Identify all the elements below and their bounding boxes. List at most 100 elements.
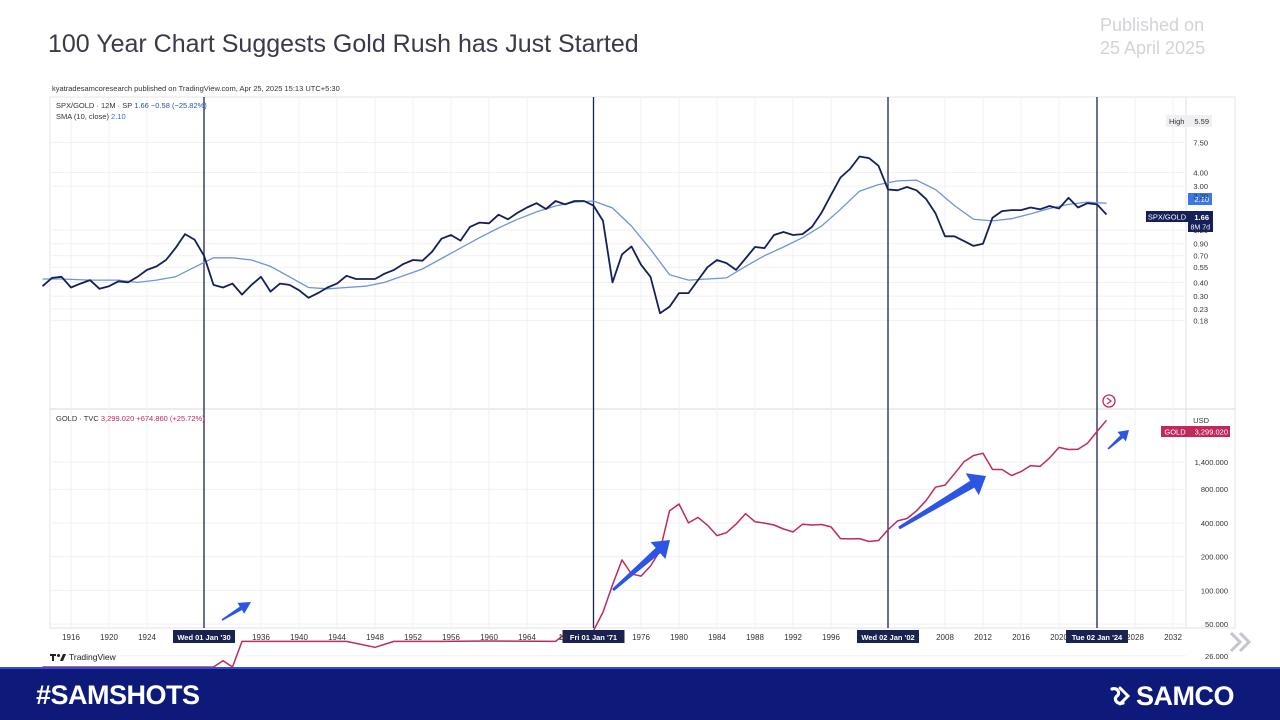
footer-bar <box>0 669 1280 720</box>
x-tick-label: 2012 <box>974 633 992 642</box>
samco-logo-icon <box>1110 686 1131 706</box>
date-marker-label: Wed 02 Jan '02 <box>861 633 914 642</box>
replay-icon-glyph <box>1106 397 1112 405</box>
ratio-price-badge <box>1188 211 1213 232</box>
sma-line <box>42 179 1107 290</box>
x-tick-label: 1984 <box>708 633 726 642</box>
x-tick-label: 1920 <box>100 633 118 642</box>
date-marker-badge <box>1066 630 1128 643</box>
gold-legend: GOLD · TVC 3,299.020 +674.860 (+25.72%) <box>56 414 205 423</box>
trend-arrow-annotation <box>221 602 251 621</box>
tradingview-logo-icon <box>50 653 66 661</box>
x-tick-label: 1996 <box>822 633 840 642</box>
x-tick-label: 2016 <box>1012 633 1030 642</box>
ratio-name-badge <box>1146 211 1188 222</box>
date-marker-label: Tue 02 Jan '24 <box>1072 633 1123 642</box>
ratio-name-badge-label: SPX/GOLD <box>1148 213 1187 222</box>
x-tick-label: 2008 <box>936 633 954 642</box>
spx-gold-ratio-line <box>41 155 1108 315</box>
x-tick-label: 1980 <box>670 633 688 642</box>
x-tick-label: 1944 <box>328 633 346 642</box>
high-badge-value: 5.59 <box>1194 117 1209 126</box>
y-tick-label: 100.000 <box>1201 586 1228 595</box>
tradingview-chart[interactable]: Wed 01 Jan '30 Fri 01 Jan '71 Wed 02 Jan '… <box>0 0 1280 668</box>
y-tick-label: 1,400.000 <box>1195 458 1228 467</box>
date-marker-label: Fri 01 Jan '71 <box>570 633 617 642</box>
trend-arrow-annotation <box>1107 430 1129 450</box>
samco-logo: SAMCO <box>1108 680 1235 711</box>
date-marker-badge <box>173 630 235 643</box>
ratio-legend: SPX/GOLD · 12M · SP 1.66 −0.58 (−25.82%) <box>56 101 207 110</box>
x-tick-label: 2020 <box>1050 633 1068 642</box>
y-tick-label: 3.00 <box>1193 182 1208 191</box>
sma-price-badge-value: 2.10 <box>1194 195 1209 204</box>
next-slide-icon[interactable] <box>1228 630 1254 659</box>
tradingview-logo-label: TradingView <box>69 652 116 662</box>
sma-legend: SMA (10, close) 2.10 <box>56 112 126 121</box>
gold-legend-name: GOLD · TVC <box>56 414 101 423</box>
x-tick-label: 1924 <box>138 633 156 642</box>
x-tick-label: 1956 <box>442 633 460 642</box>
y-tick-label: 0.70 <box>1193 252 1208 261</box>
y-tick-label: 200.000 <box>1201 553 1228 562</box>
ratio-price-badge-value: 1.66 <box>1194 213 1209 222</box>
date-marker-label: Wed 01 Jan '30 <box>177 633 230 642</box>
chart-attribution: kyatradesamcoresearch published on Tradi… <box>52 84 340 93</box>
gold-price-badge-value: 3,299.020 <box>1195 428 1228 437</box>
y-tick-label: 800.000 <box>1201 485 1228 494</box>
x-tick-label: 1960 <box>480 633 498 642</box>
y-tick-label: 7.50 <box>1193 138 1208 147</box>
x-tick-label: 1916 <box>62 633 80 642</box>
trend-arrow-annotation <box>612 540 670 592</box>
published-label: Published on <box>1100 15 1205 35</box>
y-tick-label: 0.55 <box>1193 263 1208 272</box>
page-title: 100 Year Chart Suggests Gold Rush has Ju… <box>48 30 639 58</box>
price-unit-label: USD <box>1193 416 1209 425</box>
footer-stripe <box>0 667 1280 669</box>
trend-arrow-annotation <box>898 473 986 530</box>
sma-legend-name: SMA (10, close) <box>56 112 111 121</box>
high-badge <box>1166 115 1212 127</box>
tradingview-logo: TradingView <box>50 652 116 662</box>
x-tick-label: 2028 <box>1126 633 1144 642</box>
y-tick-label: 1.20 <box>1193 226 1208 235</box>
y-tick-label: 0.30 <box>1193 292 1208 301</box>
y-tick-label: 2.20 <box>1193 192 1208 201</box>
y-tick-label: 400.000 <box>1201 519 1228 528</box>
y-tick-label: 0.40 <box>1193 278 1208 287</box>
sma-price-badge <box>1188 193 1212 205</box>
x-tick-label: 1936 <box>252 633 270 642</box>
y-tick-label: 0.23 <box>1193 305 1208 314</box>
gold-price-line <box>42 419 1108 668</box>
gold-name-badge-label: GOLD <box>1164 428 1186 437</box>
y-tick-label: 26.000 <box>1205 652 1228 661</box>
gold-price-badge <box>1189 426 1230 437</box>
ratio-price-badge-time: 8M 7d <box>1191 225 1211 232</box>
x-tick-label: 1948 <box>366 633 384 642</box>
x-tick-label: 1964 <box>518 633 536 642</box>
gold-legend-value: 3,299.020 +674.860 (+25.72%) <box>101 414 205 423</box>
y-tick-label: 50.000 <box>1205 620 1228 629</box>
samco-logo-text: SAMCO <box>1136 680 1235 711</box>
x-tick-label: 1992 <box>784 633 802 642</box>
x-tick-label: 1940 <box>290 633 308 642</box>
x-tick-label: 19 <box>559 633 568 642</box>
y-tick-label: 4.00 <box>1193 168 1208 177</box>
sma-legend-value: 2.10 <box>111 112 126 121</box>
y-tick-label: 0.90 <box>1193 240 1208 249</box>
ratio-legend-value: 1.66 −0.58 (−25.82%) <box>134 101 207 110</box>
ratio-legend-name: SPX/GOLD · 12M · SP <box>56 101 134 110</box>
date-marker-badge <box>857 630 919 643</box>
x-tick-label: 1976 <box>632 633 650 642</box>
footer-hashtag: #SAMSHOTS <box>36 680 200 710</box>
replay-icon <box>1102 394 1116 408</box>
published-date: Published on 25 April 2025 <box>1100 14 1205 60</box>
high-badge-label: High <box>1169 117 1184 126</box>
chart-frame <box>49 96 1236 629</box>
x-tick-label: 1952 <box>404 633 422 642</box>
x-tick-label: 1988 <box>746 633 764 642</box>
date-marker-badge <box>562 630 625 643</box>
gold-name-badge <box>1161 426 1189 437</box>
published-value: 25 April 2025 <box>1100 38 1206 58</box>
x-tick-label: 2032 <box>1164 633 1182 642</box>
